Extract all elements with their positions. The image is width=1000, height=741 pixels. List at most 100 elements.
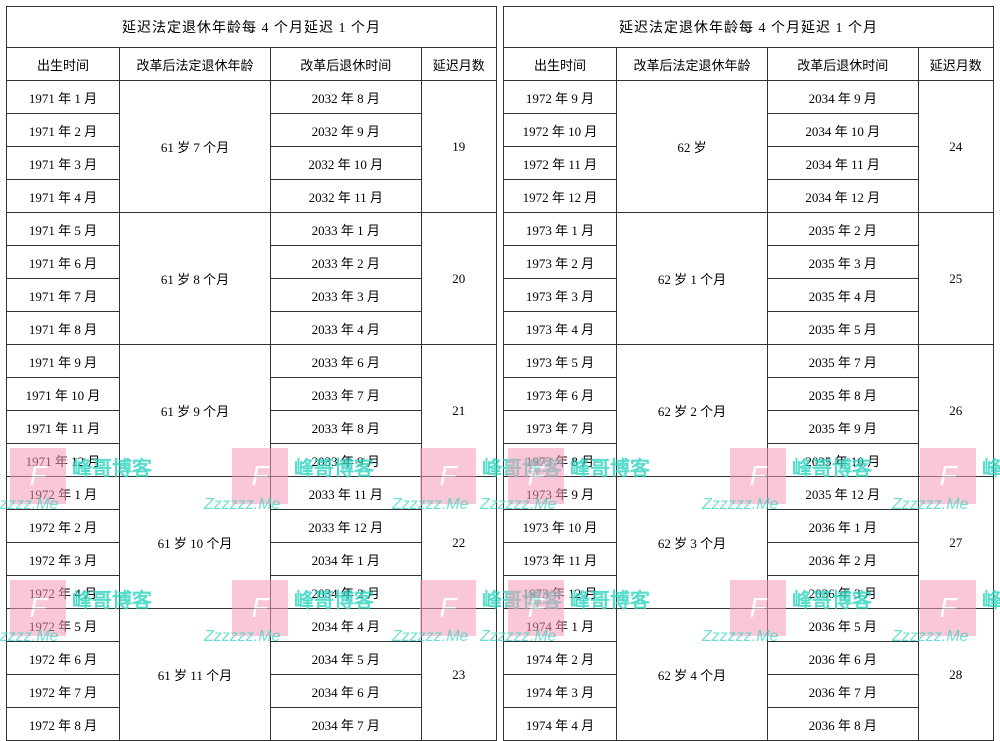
birth-date-cell: 1973 年 7 月 [504, 411, 617, 444]
birth-date-cell: 1972 年 9 月 [504, 81, 617, 114]
delay-months-cell: 24 [918, 81, 993, 213]
column-header: 改革后法定退休年龄 [120, 48, 271, 81]
retirement-date-cell: 2034 年 9 月 [767, 81, 918, 114]
birth-date-cell: 1971 年 1 月 [7, 81, 120, 114]
retirement-date-cell: 2033 年 3 月 [270, 279, 421, 312]
delay-months-cell: 19 [421, 81, 496, 213]
delay-months-cell: 20 [421, 213, 496, 345]
column-header: 延迟月数 [421, 48, 496, 81]
birth-date-cell: 1971 年 2 月 [7, 114, 120, 147]
birth-date-cell: 1974 年 3 月 [504, 675, 617, 708]
birth-date-cell: 1971 年 12 月 [7, 444, 120, 477]
birth-date-cell: 1971 年 3 月 [7, 147, 120, 180]
birth-date-cell: 1973 年 2 月 [504, 246, 617, 279]
column-header: 改革后退休时间 [767, 48, 918, 81]
birth-date-cell: 1972 年 5 月 [7, 609, 120, 642]
delay-months-cell: 25 [918, 213, 993, 345]
retirement-date-cell: 2036 年 7 月 [767, 675, 918, 708]
birth-date-cell: 1972 年 2 月 [7, 510, 120, 543]
column-header: 延迟月数 [918, 48, 993, 81]
birth-date-cell: 1971 年 8 月 [7, 312, 120, 345]
retirement-date-cell: 2033 年 9 月 [270, 444, 421, 477]
retirement-date-cell: 2034 年 4 月 [270, 609, 421, 642]
table-row: 1973 年 5 月62 岁 2 个月2035 年 7 月26 [504, 345, 994, 378]
retirement-age-cell: 62 岁 2 个月 [617, 345, 768, 477]
delay-months-cell: 27 [918, 477, 993, 609]
retirement-date-cell: 2036 年 1 月 [767, 510, 918, 543]
table-row: 1974 年 1 月62 岁 4 个月2036 年 5 月28 [504, 609, 994, 642]
birth-date-cell: 1971 年 11 月 [7, 411, 120, 444]
table-row: 1971 年 5 月61 岁 8 个月2033 年 1 月20 [7, 213, 497, 246]
birth-date-cell: 1972 年 6 月 [7, 642, 120, 675]
retirement-date-cell: 2032 年 11 月 [270, 180, 421, 213]
birth-date-cell: 1973 年 11 月 [504, 543, 617, 576]
birth-date-cell: 1973 年 8 月 [504, 444, 617, 477]
birth-date-cell: 1974 年 4 月 [504, 708, 617, 741]
retirement-date-cell: 2035 年 8 月 [767, 378, 918, 411]
birth-date-cell: 1973 年 4 月 [504, 312, 617, 345]
birth-date-cell: 1973 年 3 月 [504, 279, 617, 312]
birth-date-cell: 1973 年 1 月 [504, 213, 617, 246]
retirement-table-right: 延迟法定退休年龄每 4 个月延迟 1 个月出生时间改革后法定退休年龄改革后退休时… [503, 6, 994, 741]
table-row: 1972 年 5 月61 岁 11 个月2034 年 4 月23 [7, 609, 497, 642]
retirement-date-cell: 2035 年 3 月 [767, 246, 918, 279]
table-title: 延迟法定退休年龄每 4 个月延迟 1 个月 [504, 7, 994, 48]
retirement-date-cell: 2032 年 10 月 [270, 147, 421, 180]
birth-date-cell: 1972 年 12 月 [504, 180, 617, 213]
retirement-date-cell: 2036 年 3 月 [767, 576, 918, 609]
birth-date-cell: 1973 年 10 月 [504, 510, 617, 543]
delay-months-cell: 22 [421, 477, 496, 609]
birth-date-cell: 1971 年 9 月 [7, 345, 120, 378]
column-header: 出生时间 [504, 48, 617, 81]
retirement-date-cell: 2033 年 7 月 [270, 378, 421, 411]
retirement-date-cell: 2034 年 2 月 [270, 576, 421, 609]
retirement-date-cell: 2033 年 6 月 [270, 345, 421, 378]
retirement-date-cell: 2033 年 8 月 [270, 411, 421, 444]
delay-months-cell: 26 [918, 345, 993, 477]
retirement-date-cell: 2034 年 11 月 [767, 147, 918, 180]
column-header: 改革后法定退休年龄 [617, 48, 768, 81]
birth-date-cell: 1974 年 1 月 [504, 609, 617, 642]
table-row: 1972 年 9 月62 岁2034 年 9 月24 [504, 81, 994, 114]
retirement-date-cell: 2035 年 7 月 [767, 345, 918, 378]
retirement-date-cell: 2034 年 7 月 [270, 708, 421, 741]
retirement-date-cell: 2034 年 1 月 [270, 543, 421, 576]
retirement-date-cell: 2035 年 9 月 [767, 411, 918, 444]
retirement-date-cell: 2033 年 12 月 [270, 510, 421, 543]
birth-date-cell: 1974 年 2 月 [504, 642, 617, 675]
retirement-age-cell: 62 岁 4 个月 [617, 609, 768, 741]
retirement-date-cell: 2035 年 10 月 [767, 444, 918, 477]
birth-date-cell: 1971 年 7 月 [7, 279, 120, 312]
table-row: 1973 年 1 月62 岁 1 个月2035 年 2 月25 [504, 213, 994, 246]
retirement-age-cell: 62 岁 1 个月 [617, 213, 768, 345]
birth-date-cell: 1971 年 6 月 [7, 246, 120, 279]
column-header: 改革后退休时间 [270, 48, 421, 81]
delay-months-cell: 23 [421, 609, 496, 741]
tables-container: 延迟法定退休年龄每 4 个月延迟 1 个月出生时间改革后法定退休年龄改革后退休时… [6, 6, 994, 741]
birth-date-cell: 1973 年 6 月 [504, 378, 617, 411]
birth-date-cell: 1972 年 3 月 [7, 543, 120, 576]
retirement-date-cell: 2036 年 2 月 [767, 543, 918, 576]
birth-date-cell: 1971 年 10 月 [7, 378, 120, 411]
retirement-date-cell: 2036 年 8 月 [767, 708, 918, 741]
retirement-date-cell: 2035 年 12 月 [767, 477, 918, 510]
birth-date-cell: 1972 年 11 月 [504, 147, 617, 180]
retirement-age-cell: 62 岁 [617, 81, 768, 213]
birth-date-cell: 1971 年 4 月 [7, 180, 120, 213]
retirement-date-cell: 2034 年 12 月 [767, 180, 918, 213]
table-head: 延迟法定退休年龄每 4 个月延迟 1 个月出生时间改革后法定退休年龄改革后退休时… [7, 7, 497, 81]
table-row: 1972 年 1 月61 岁 10 个月2033 年 11 月22 [7, 477, 497, 510]
retirement-age-cell: 61 岁 11 个月 [120, 609, 271, 741]
delay-months-cell: 21 [421, 345, 496, 477]
retirement-date-cell: 2035 年 5 月 [767, 312, 918, 345]
retirement-date-cell: 2036 年 5 月 [767, 609, 918, 642]
retirement-age-cell: 61 岁 10 个月 [120, 477, 271, 609]
birth-date-cell: 1972 年 1 月 [7, 477, 120, 510]
retirement-date-cell: 2036 年 6 月 [767, 642, 918, 675]
table-row: 1973 年 9 月62 岁 3 个月2035 年 12 月27 [504, 477, 994, 510]
birth-date-cell: 1972 年 8 月 [7, 708, 120, 741]
retirement-table-left: 延迟法定退休年龄每 4 个月延迟 1 个月出生时间改革后法定退休年龄改革后退休时… [6, 6, 497, 741]
retirement-age-cell: 61 岁 9 个月 [120, 345, 271, 477]
retirement-date-cell: 2033 年 1 月 [270, 213, 421, 246]
retirement-date-cell: 2033 年 4 月 [270, 312, 421, 345]
